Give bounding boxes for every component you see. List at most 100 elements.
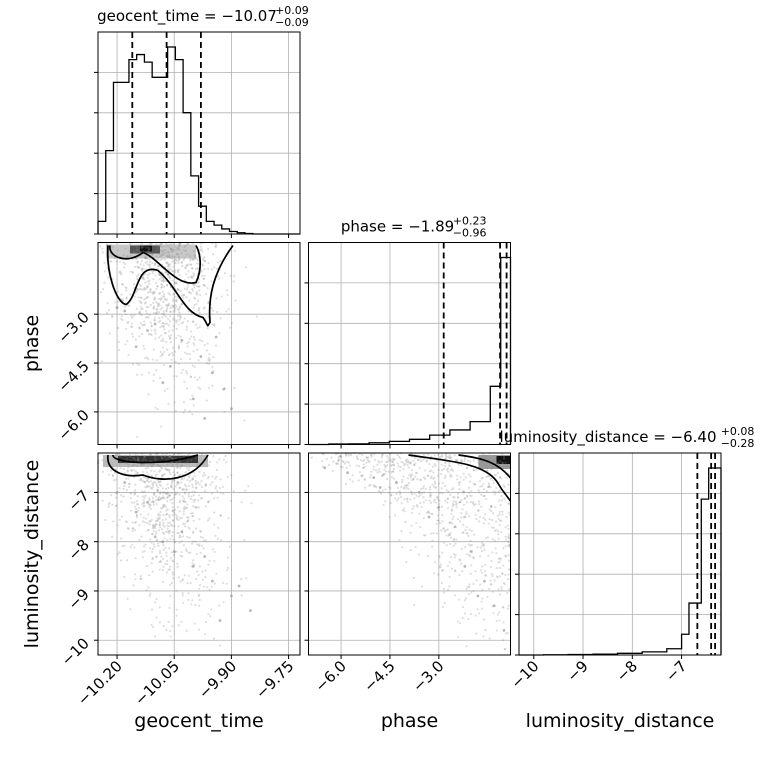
scatter-point	[142, 501, 145, 505]
scatter-point	[186, 582, 189, 585]
scatter-point	[162, 251, 165, 255]
scatter-point	[496, 576, 499, 579]
scatter-point	[165, 628, 168, 632]
scatter-point	[151, 270, 154, 273]
scatter-point	[151, 463, 155, 466]
scatter-point	[142, 499, 145, 502]
scatter-point	[193, 286, 196, 289]
scatter-point	[141, 269, 144, 272]
scatter-point	[198, 376, 201, 379]
scatter-point	[174, 248, 178, 252]
scatter-point	[190, 275, 193, 278]
scatter-point	[156, 519, 159, 523]
scatter-point	[164, 454, 167, 457]
scatter-point	[479, 546, 483, 549]
scatter-point	[186, 320, 189, 323]
scatter-point	[186, 286, 189, 289]
scatter-point	[147, 295, 150, 299]
scatter-point	[409, 531, 412, 534]
scatter-point	[448, 461, 451, 465]
scatter-point	[185, 387, 189, 390]
scatter-point	[140, 314, 143, 317]
scatter-point	[177, 347, 180, 350]
scatter-point	[150, 500, 153, 504]
scatter-point	[504, 555, 507, 558]
scatter-point	[180, 261, 183, 264]
scatter-point	[345, 466, 348, 470]
scatter-point	[383, 468, 386, 471]
scatter-point	[457, 463, 460, 466]
scatter-point	[190, 542, 194, 545]
scatter-point	[168, 606, 171, 609]
scatter-point	[152, 311, 156, 314]
scatter-point	[472, 468, 475, 471]
scatter-point	[149, 260, 152, 263]
scatter-point	[177, 248, 180, 251]
scatter-point	[507, 544, 510, 548]
scatter-point	[189, 551, 192, 554]
scatter-point	[132, 314, 135, 318]
scatter-point	[450, 475, 453, 478]
scatter-point	[192, 283, 195, 286]
scatter-point	[153, 527, 157, 530]
scatter-point	[179, 289, 182, 292]
scatter-point	[158, 311, 161, 314]
scatter-point	[121, 318, 124, 322]
scatter-point	[120, 282, 124, 286]
scatter-point	[232, 490, 235, 493]
scatter-point	[174, 319, 177, 322]
scatter-point	[186, 535, 189, 539]
scatter-point	[143, 501, 146, 504]
scatter-point	[503, 647, 506, 651]
scatter-point	[172, 310, 175, 313]
scatter-point	[489, 583, 492, 586]
scatter-point	[194, 540, 197, 543]
scatter-point	[489, 579, 492, 582]
scatter-point	[503, 583, 506, 586]
scatter-point	[497, 533, 500, 536]
scatter-point	[213, 582, 216, 585]
scatter-point	[458, 520, 462, 523]
scatter-point	[491, 551, 494, 554]
scatter-point	[165, 242, 168, 245]
scatter-point	[178, 318, 182, 321]
scatter-point	[167, 304, 170, 307]
scatter-point	[389, 501, 392, 505]
x-axis-label-phase: phase	[381, 710, 438, 732]
scatter-point	[137, 296, 140, 299]
scatter-point	[429, 495, 432, 498]
scatter-point	[417, 459, 420, 462]
scatter-point	[449, 456, 452, 459]
scatter-point	[168, 470, 171, 474]
scatter-point	[153, 535, 157, 539]
scatter-point	[380, 460, 383, 463]
scatter-point	[126, 470, 129, 473]
scatter-point	[126, 520, 129, 524]
scatter-point	[164, 271, 167, 274]
scatter-point	[463, 459, 466, 463]
scatter-point	[208, 359, 211, 363]
scatter-point	[389, 487, 392, 490]
scatter-point	[488, 482, 491, 485]
scatter-point	[154, 523, 157, 526]
scatter-point	[167, 251, 171, 254]
scatter-point	[164, 562, 167, 565]
scatter-point	[190, 603, 193, 606]
scatter-point	[482, 522, 485, 525]
scatter-point	[171, 254, 174, 258]
scatter-point	[477, 459, 480, 462]
scatter-point	[198, 461, 201, 465]
scatter-point	[156, 490, 159, 493]
scatter-point	[337, 458, 341, 461]
scatter-point	[168, 253, 171, 257]
scatter-point	[219, 317, 222, 320]
scatter-point	[481, 607, 484, 610]
scatter-point	[469, 550, 472, 553]
scatter-point	[175, 336, 178, 339]
scatter-point	[443, 476, 447, 480]
scatter-point	[192, 494, 195, 497]
scatter-point	[213, 559, 216, 562]
scatter-point	[169, 557, 172, 560]
scatter-point	[184, 249, 187, 252]
scatter-point	[219, 478, 222, 481]
